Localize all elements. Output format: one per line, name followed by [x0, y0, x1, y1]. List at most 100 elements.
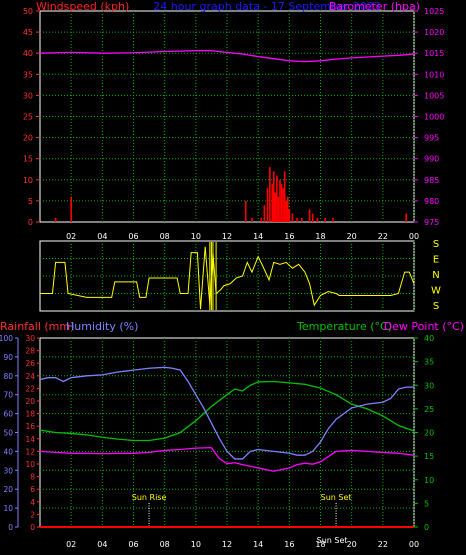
wind-direction-spikes [209, 241, 217, 311]
humidity-tick-label: 20 [3, 485, 13, 494]
temperature-tick-label: 40 [424, 334, 434, 343]
dewpoint-line [39, 446, 415, 472]
temperature-tick-label: 20 [424, 429, 434, 438]
rainfall-tick-label: 30 [25, 334, 35, 343]
humidity-tick-label: 30 [3, 466, 13, 475]
temperature-axis-ticks: 0 5 10 15 20 25 30 35 40 [414, 334, 434, 532]
barometer-tick-label: 1000 [424, 113, 444, 122]
barometer-tick-label: 1005 [424, 91, 444, 100]
barometer-tick-label: 985 [424, 176, 439, 185]
barometer-axis-ticks: 975 980 985 990 995 1000 1005 1010 1015 1020 1025 [414, 7, 444, 227]
x-tick-label: 16 [284, 232, 294, 241]
rainfall-tick-label: 16 [25, 422, 35, 431]
x-tick-label: 00 [409, 540, 419, 549]
x-tick-label: 02 [66, 540, 76, 549]
rainfall-tick-label: 22 [25, 384, 35, 393]
x-tick-label: 22 [378, 540, 388, 549]
windspeed-tick-label: 35 [23, 70, 33, 79]
x-tick-label: 00 [409, 232, 419, 241]
chart-title: 24 hour graph data - 17 September 2023 [153, 0, 380, 13]
barometer-tick-label: 1025 [424, 7, 444, 16]
x-tick-label: 06 [128, 232, 138, 241]
barometer-tick-label: 1020 [424, 28, 444, 37]
humidity-tick-label: 80 [3, 372, 13, 381]
barometer-axis-label: Barometer (hpa) [329, 0, 420, 13]
x-tick-label: 12 [222, 540, 232, 549]
windspeed-tick-label: 0 [28, 218, 33, 227]
x-tick-label: 04 [97, 540, 107, 549]
x-tick-label: 12 [222, 232, 232, 241]
wind-direction-grid [40, 241, 415, 311]
rainfall-tick-label: 0 [30, 523, 35, 532]
temperature-axis-label: Temperature (°C) [296, 320, 392, 333]
humidity-tick-label: 0 [8, 523, 13, 532]
x-tick-label: 20 [347, 540, 357, 549]
temperature-line [39, 380, 415, 442]
barometer-tick-label: 975 [424, 218, 439, 227]
rainfall-tick-label: 20 [25, 397, 35, 406]
temp-x-axis-ticks: 02 04 06 08 10 12 14 16 18 20 22 00 Sun Set [66, 536, 419, 549]
x-tick-label: 04 [97, 232, 107, 241]
x-tick-label: 14 [253, 540, 263, 549]
windspeed-tick-label: 20 [23, 134, 33, 143]
humidity-line [39, 366, 414, 460]
rainfall-tick-label: 8 [30, 473, 35, 482]
temperature-tick-label: 10 [424, 476, 434, 485]
wind-direction-line [40, 246, 415, 310]
barometer-tick-label: 995 [424, 134, 439, 143]
windspeed-tick-label: 15 [23, 155, 33, 164]
barometer-line [39, 50, 415, 63]
humidity-tick-label: 90 [3, 353, 13, 362]
x-tick-label: 18 [315, 540, 325, 549]
barometer-tick-label: 1015 [424, 49, 444, 58]
windspeed-tick-label: 5 [28, 197, 33, 206]
barometer-tick-label: 1010 [424, 70, 444, 79]
compass-label: S [433, 301, 439, 312]
temperature-tick-label: 30 [424, 381, 434, 390]
x-tick-label: 02 [66, 232, 76, 241]
humidity-tick-label: 40 [3, 447, 13, 456]
humidity-tick-label: 100 [0, 334, 13, 343]
barometer-tick-label: 980 [424, 197, 439, 206]
windspeed-tick-label: 10 [23, 176, 33, 185]
humidity-axis-label: Humidity (%) [66, 320, 138, 333]
x-tick-label: 20 [347, 232, 357, 241]
temperature-tick-label: 35 [424, 358, 434, 367]
humidity-tick-label: 70 [3, 391, 13, 400]
rainfall-tick-label: 14 [25, 435, 35, 444]
windspeed-axis-label: Windspeed (kph) [36, 0, 129, 13]
rainfall-tick-label: 12 [25, 447, 35, 456]
x-tick-label: 10 [191, 232, 201, 241]
rainfall-tick-label: 2 [30, 510, 35, 519]
wind-x-axis-ticks: 02 04 06 08 10 12 14 16 18 20 22 00 [66, 232, 419, 241]
rainfall-tick-label: 24 [25, 372, 35, 381]
rainfall-tick-label: 28 [25, 347, 35, 356]
compass-label: W [431, 286, 441, 297]
x-tick-label: 22 [378, 232, 388, 241]
windspeed-axis-ticks: 0 5 10 15 20 25 30 35 40 45 50 [23, 7, 40, 227]
sunset-time-label: Sun Set [317, 536, 348, 545]
sunset-label: Sun Set [321, 493, 352, 502]
x-tick-label: 08 [160, 232, 170, 241]
compass-label: S [433, 239, 439, 250]
rainfall-tick-label: 18 [25, 410, 35, 419]
temperature-tick-label: 15 [424, 452, 434, 461]
compass-label: E [433, 255, 439, 266]
humidity-axis-ticks: 0 10 20 30 40 50 60 70 80 90 100 [0, 334, 19, 532]
wind-gust-bars [54, 167, 408, 222]
windspeed-tick-label: 40 [23, 49, 33, 58]
compass-label: N [432, 270, 439, 281]
humidity-tick-label: 50 [3, 429, 13, 438]
rainfall-tick-label: 26 [25, 359, 35, 368]
temperature-tick-label: 5 [424, 499, 429, 508]
temperature-tick-label: 25 [424, 405, 434, 414]
humidity-tick-label: 10 [3, 504, 13, 513]
x-tick-label: 08 [160, 540, 170, 549]
rainfall-axis-label: Rainfall (mm) [0, 320, 74, 333]
